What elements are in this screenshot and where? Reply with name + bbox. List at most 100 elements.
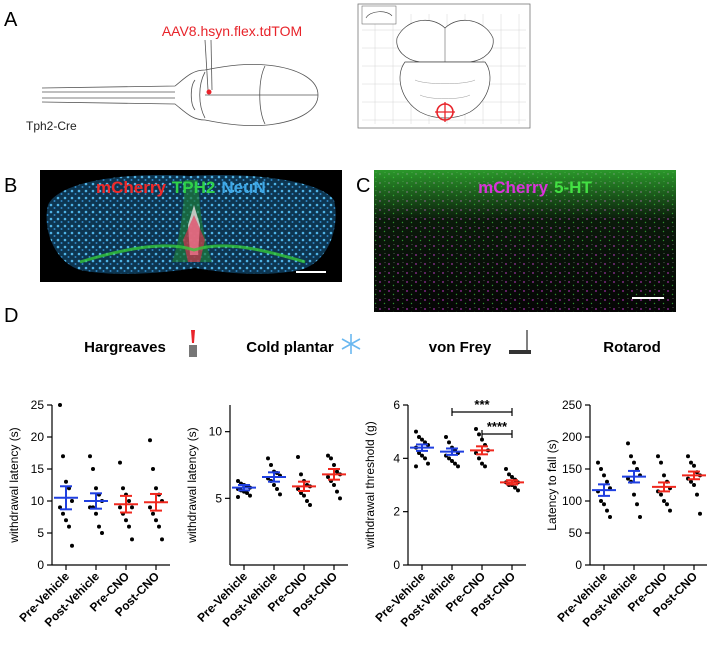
data-point bbox=[426, 461, 430, 466]
injection-label: AAV8.hsyn.flex.tdTOM bbox=[162, 23, 302, 39]
data-point bbox=[329, 456, 333, 461]
panel-label: B bbox=[4, 175, 17, 197]
y-tick-label: 250 bbox=[562, 398, 582, 412]
panel-label: D bbox=[4, 305, 18, 327]
data-point bbox=[154, 486, 158, 491]
data-point bbox=[160, 537, 164, 542]
y-tick-label: 200 bbox=[562, 430, 582, 444]
data-point bbox=[64, 479, 68, 484]
y-axis-label: Latency to fall (s) bbox=[545, 439, 559, 530]
data-point bbox=[480, 437, 484, 442]
y-tick-label: 5 bbox=[215, 491, 222, 505]
significance-label: *** bbox=[474, 397, 490, 412]
data-point bbox=[157, 524, 161, 529]
heat-icon bbox=[189, 330, 197, 357]
data-point bbox=[302, 493, 306, 498]
atlas-section bbox=[357, 3, 531, 129]
data-point bbox=[94, 511, 98, 516]
data-point bbox=[100, 531, 104, 535]
significance-label: **** bbox=[487, 419, 508, 434]
data-point bbox=[154, 518, 158, 523]
data-point bbox=[420, 437, 424, 442]
data-point bbox=[629, 454, 633, 459]
data-point bbox=[602, 502, 606, 507]
cold-icon bbox=[341, 334, 361, 354]
data-point bbox=[504, 467, 508, 471]
data-point bbox=[67, 524, 71, 529]
data-point bbox=[456, 464, 460, 469]
y-tick-label: 0 bbox=[37, 558, 44, 572]
data-point bbox=[151, 511, 155, 516]
data-point bbox=[118, 505, 122, 510]
data-point bbox=[513, 485, 517, 490]
data-point bbox=[447, 440, 451, 445]
data-point bbox=[248, 493, 252, 498]
data-point bbox=[305, 499, 309, 503]
data-point bbox=[118, 460, 122, 465]
y-tick-label: 50 bbox=[569, 526, 583, 540]
y-tick-label: 25 bbox=[31, 398, 45, 412]
injection-site bbox=[206, 89, 212, 95]
stain-name: mCherry bbox=[96, 178, 166, 197]
data-point bbox=[483, 464, 487, 469]
data-point bbox=[70, 543, 74, 548]
data-point bbox=[332, 463, 336, 467]
y-tick-label: 4 bbox=[393, 451, 400, 465]
data-point bbox=[477, 432, 481, 437]
data-point bbox=[148, 505, 152, 510]
data-point bbox=[88, 454, 92, 459]
data-point bbox=[335, 489, 339, 494]
data-point bbox=[236, 495, 240, 499]
y-tick-label: 15 bbox=[31, 462, 45, 476]
data-point bbox=[236, 479, 240, 483]
y-tick-label: 5 bbox=[37, 526, 44, 540]
stain-name: NeuN bbox=[221, 178, 265, 197]
data-point bbox=[61, 454, 65, 459]
y-tick-label: 20 bbox=[31, 430, 45, 444]
data-point bbox=[477, 456, 481, 461]
data-point bbox=[296, 455, 300, 459]
data-point bbox=[608, 515, 612, 519]
data-point bbox=[278, 492, 282, 497]
data-point bbox=[605, 479, 609, 484]
panel-label: C bbox=[356, 175, 370, 197]
filament-icon bbox=[509, 330, 531, 354]
y-tick-label: 2 bbox=[393, 505, 400, 519]
data-point bbox=[635, 502, 639, 507]
data-point bbox=[130, 537, 134, 542]
data-point bbox=[689, 479, 693, 484]
data-point bbox=[335, 469, 339, 474]
data-point bbox=[423, 456, 427, 461]
y-tick-label: 0 bbox=[393, 558, 400, 572]
data-point bbox=[127, 499, 131, 503]
data-point bbox=[444, 435, 448, 439]
data-point bbox=[605, 508, 609, 513]
data-point bbox=[417, 435, 421, 439]
data-point bbox=[632, 460, 636, 465]
data-point bbox=[94, 486, 98, 491]
data-point bbox=[480, 461, 484, 466]
y-tick-label: 150 bbox=[562, 462, 582, 476]
data-point bbox=[632, 492, 636, 497]
chart-title: Rotarod bbox=[603, 339, 661, 356]
data-point bbox=[662, 473, 666, 478]
data-point bbox=[121, 486, 125, 491]
data-point bbox=[516, 488, 520, 493]
data-point bbox=[151, 467, 155, 471]
data-point bbox=[698, 511, 702, 516]
chart-title: Hargreaves bbox=[84, 339, 166, 356]
data-point bbox=[326, 453, 330, 458]
data-point bbox=[695, 492, 699, 497]
data-point bbox=[64, 518, 68, 523]
data-point bbox=[272, 483, 276, 487]
data-point bbox=[447, 456, 451, 461]
data-point bbox=[269, 463, 273, 467]
data-point bbox=[266, 456, 270, 461]
stain-name: 5-HT bbox=[554, 178, 592, 197]
data-point bbox=[299, 472, 303, 477]
data-point bbox=[423, 440, 427, 445]
data-point bbox=[689, 460, 693, 465]
data-point bbox=[127, 524, 131, 529]
data-point bbox=[453, 461, 457, 466]
